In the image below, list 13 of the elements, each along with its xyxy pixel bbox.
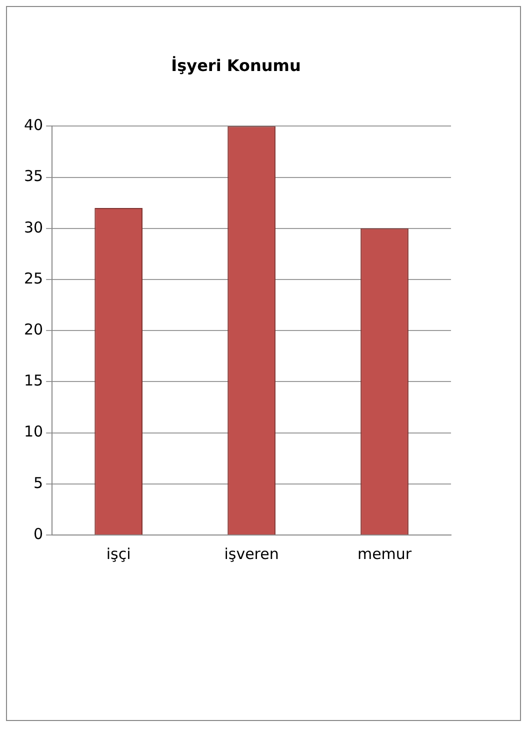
y-tick-label: 5	[34, 474, 44, 492]
y-tick-label: 20	[24, 320, 44, 338]
y-tick-label: 10	[24, 422, 44, 441]
x-tick-label: memur	[357, 544, 412, 563]
chart-title: İşyeri Konumu	[171, 56, 301, 75]
x-tick-label: işçi	[106, 544, 131, 563]
y-tick-label: 0	[34, 524, 44, 543]
y-tick-label: 25	[24, 269, 44, 288]
y-tick-label: 15	[24, 372, 44, 390]
x-tick-label: işveren	[224, 544, 279, 563]
y-tick-label: 40	[24, 116, 44, 134]
y-tick-label: 35	[24, 167, 44, 186]
y-tick-label: 30	[24, 218, 44, 236]
